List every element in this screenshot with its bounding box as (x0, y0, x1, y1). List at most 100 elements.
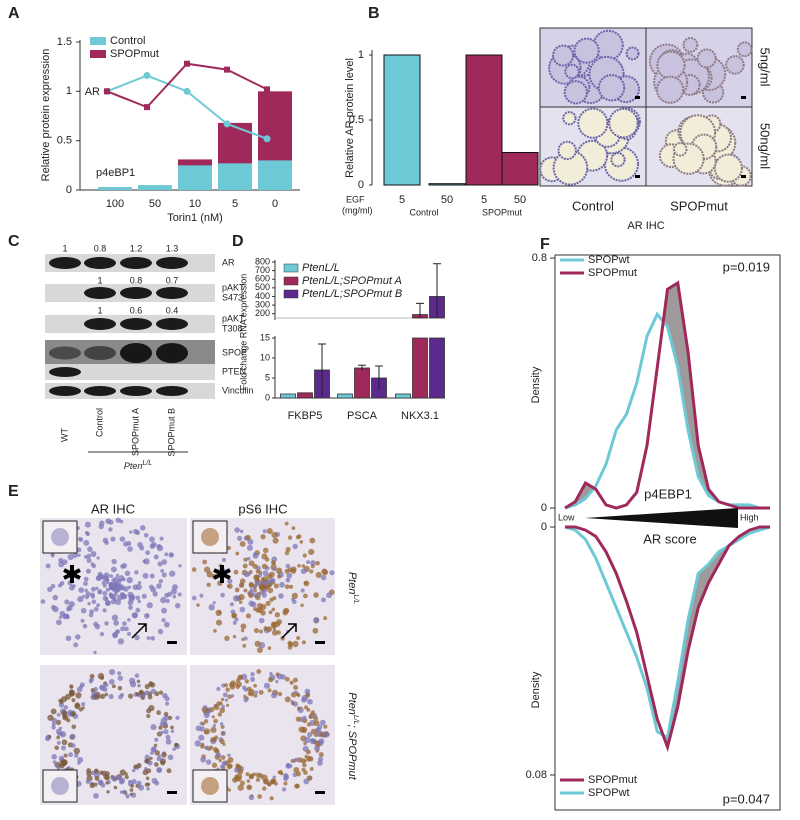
cell (47, 714, 54, 721)
inset-tissue (201, 777, 219, 795)
cell (68, 601, 75, 608)
cell (241, 637, 245, 641)
cell (301, 696, 307, 703)
cell (236, 773, 243, 780)
bar (258, 160, 292, 190)
cell (290, 699, 294, 704)
x-tick-label: 5 (399, 194, 405, 206)
cell (286, 572, 293, 579)
panel-letter: F (540, 236, 550, 253)
cell (142, 572, 149, 579)
y-tick-label: 0 (265, 392, 270, 402)
cell (218, 701, 223, 706)
cell (320, 719, 326, 726)
cell (306, 560, 310, 565)
cell (135, 607, 141, 613)
cell (88, 612, 94, 618)
cell (266, 528, 273, 535)
cell (276, 567, 283, 574)
cell (90, 586, 96, 592)
cell (90, 592, 95, 597)
band (156, 287, 188, 299)
cell (126, 577, 133, 584)
cell (85, 591, 91, 597)
dose-label: 5ng/ml (758, 47, 773, 86)
cell (159, 536, 164, 541)
cell (240, 623, 247, 630)
panel-letter: B (368, 5, 380, 22)
cell (111, 775, 117, 782)
cell (239, 541, 246, 547)
cell (305, 693, 310, 698)
cell (238, 593, 245, 601)
cell (50, 583, 56, 589)
density-line (564, 280, 770, 510)
cell (230, 694, 235, 698)
cell (318, 738, 325, 745)
arrow (281, 623, 297, 639)
cell (323, 616, 328, 621)
y-tick-label: 0.8 (532, 252, 547, 264)
y-tick-label: 0 (541, 502, 547, 514)
cell (191, 567, 197, 572)
cell (90, 562, 95, 566)
point (264, 86, 270, 93)
bar (218, 163, 252, 190)
cell (50, 708, 57, 715)
cell (84, 588, 88, 593)
cell (121, 592, 125, 597)
band (84, 386, 116, 396)
cell (220, 724, 225, 729)
legend-label: PtenL/L (302, 262, 340, 274)
cell (287, 763, 293, 769)
cell (313, 616, 320, 624)
cell (82, 623, 88, 629)
cell (158, 725, 163, 730)
y-tick-label: 800 (255, 256, 270, 266)
cell (142, 559, 147, 564)
cell (212, 723, 217, 728)
cell (131, 768, 136, 773)
density-line (564, 311, 770, 510)
cell (285, 563, 291, 569)
cell (303, 593, 308, 599)
cell (64, 599, 70, 605)
cell (227, 788, 231, 792)
cell (238, 582, 245, 588)
legend-swatch (90, 37, 106, 45)
cell (103, 572, 110, 579)
cell (178, 564, 182, 568)
row-label: PTEN (222, 366, 246, 376)
quant-label: 1 (97, 275, 102, 285)
cell (129, 788, 134, 792)
y-tick-label: 500 (255, 282, 270, 292)
cell (55, 728, 62, 735)
cell (165, 734, 171, 740)
legend-label: SPOPwt (588, 254, 630, 266)
cell (300, 603, 304, 608)
cell (73, 642, 79, 648)
cell (310, 564, 315, 569)
quant-label: 0.4 (166, 305, 179, 315)
cell (291, 526, 296, 531)
cell (247, 538, 254, 545)
cell (163, 721, 168, 726)
cell (58, 755, 65, 761)
row-label: AR (222, 257, 235, 267)
band (84, 287, 116, 299)
cell (213, 748, 220, 754)
scale-bar (167, 641, 177, 644)
cell (100, 675, 105, 680)
cell (84, 531, 89, 535)
cell (166, 768, 172, 774)
legend-swatch (283, 263, 299, 273)
y-tick-label: 10 (260, 352, 270, 362)
cell (205, 746, 209, 751)
cell (224, 760, 231, 766)
cell (102, 537, 109, 543)
cell (272, 596, 277, 601)
cell (323, 731, 330, 738)
cell (283, 781, 288, 786)
cell (221, 557, 227, 563)
legend-label: PtenL/L;SPOPmut B (302, 288, 402, 300)
